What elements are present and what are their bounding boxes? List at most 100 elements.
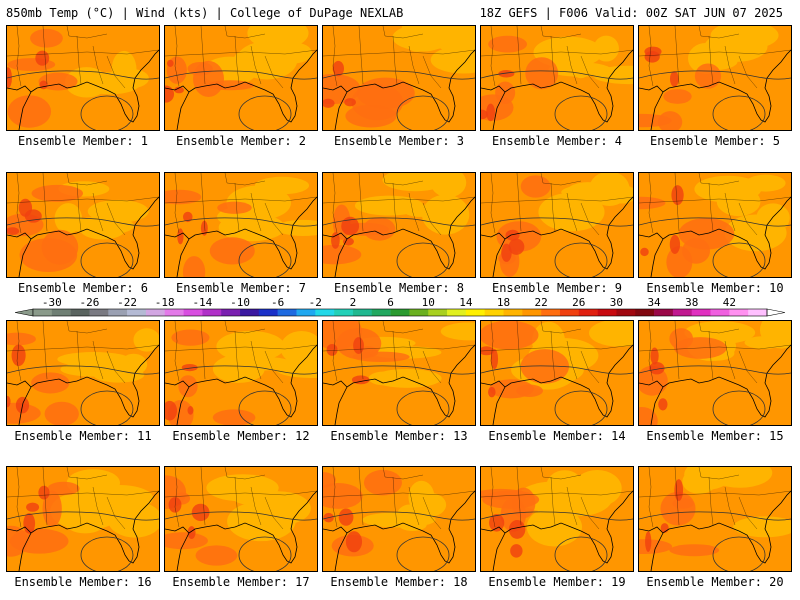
temp-contour-blob bbox=[345, 531, 363, 553]
colorbar-segment bbox=[409, 309, 429, 316]
temp-contour-blob bbox=[193, 60, 225, 97]
colorbar-segment bbox=[296, 309, 316, 316]
temp-contour-blob bbox=[240, 501, 288, 514]
coastline bbox=[323, 490, 475, 564]
colorbar-tick-label: 2 bbox=[349, 296, 357, 309]
temperature-map bbox=[639, 26, 791, 130]
ensemble-member-map bbox=[480, 25, 634, 131]
colorbar-tick-label: 42 bbox=[722, 296, 736, 309]
state-border bbox=[540, 173, 582, 186]
temp-contour-blob bbox=[402, 33, 444, 52]
colorbar-tick-label: -10 bbox=[230, 296, 250, 309]
colorbar-tick-label: 10 bbox=[421, 296, 435, 309]
coastline bbox=[7, 490, 159, 564]
colorbar-segment bbox=[70, 309, 90, 316]
state-border bbox=[724, 486, 736, 526]
colorbar-segment bbox=[352, 309, 373, 316]
state-border bbox=[422, 496, 442, 530]
state-border bbox=[550, 35, 556, 85]
temp-contour-blob bbox=[218, 213, 285, 242]
coastline bbox=[18, 386, 32, 425]
temp-contour-blob bbox=[247, 26, 309, 50]
temp-contour-blob bbox=[200, 220, 208, 236]
colorbar-segment bbox=[127, 309, 147, 316]
temp-contour-blob bbox=[404, 204, 436, 217]
temp-contour-blob bbox=[212, 354, 265, 383]
height-contour bbox=[396, 536, 450, 571]
ensemble-member-map bbox=[638, 466, 792, 572]
colorbar-segment bbox=[258, 309, 278, 316]
coastline bbox=[650, 532, 664, 571]
ensemble-member-map bbox=[480, 466, 634, 572]
state-border bbox=[323, 490, 475, 498]
state-border bbox=[250, 486, 262, 526]
state-border bbox=[66, 321, 108, 334]
temp-contour-blob bbox=[362, 217, 396, 241]
temp-contour-blob bbox=[30, 28, 63, 48]
state-border bbox=[639, 196, 791, 204]
colorbar-tick-label: 26 bbox=[572, 296, 586, 309]
height-contour bbox=[554, 536, 608, 571]
temperature-map bbox=[165, 321, 317, 425]
coastline bbox=[492, 238, 506, 277]
ensemble-member-map bbox=[638, 172, 792, 278]
temp-contour-blob bbox=[658, 398, 668, 411]
state-border bbox=[224, 467, 266, 480]
height-contour bbox=[639, 365, 791, 375]
coastline bbox=[7, 344, 159, 418]
state-border bbox=[332, 26, 338, 87]
temp-contour-blob bbox=[44, 401, 79, 425]
state-border bbox=[698, 467, 740, 480]
colorbar-segment bbox=[465, 309, 485, 316]
colorbar-tick-label: 14 bbox=[459, 296, 473, 309]
temp-contour-blob bbox=[7, 332, 36, 346]
colorbar-tick-label: -26 bbox=[79, 296, 100, 309]
coastline bbox=[18, 238, 32, 277]
ensemble-member-map bbox=[164, 172, 318, 278]
state-border bbox=[174, 321, 180, 382]
state-border bbox=[490, 467, 496, 528]
state-border bbox=[698, 26, 740, 39]
temperature-map bbox=[639, 173, 791, 277]
state-border bbox=[76, 330, 82, 380]
temp-contour-blob bbox=[498, 69, 515, 78]
ensemble-member-label: Ensemble Member: 9 bbox=[491, 281, 623, 295]
height-contour bbox=[481, 511, 633, 521]
state-border bbox=[392, 182, 398, 232]
state-border bbox=[250, 192, 262, 232]
state-border bbox=[42, 173, 48, 232]
temp-contour-blob bbox=[174, 86, 184, 94]
temp-contour-blob bbox=[57, 352, 131, 367]
state-border bbox=[7, 49, 159, 57]
colorbar-tick-label: -2 bbox=[308, 296, 322, 309]
height-contour bbox=[639, 70, 791, 80]
colorbar-tick-label: 38 bbox=[685, 296, 699, 309]
colorbar-tick-label: -14 bbox=[192, 296, 213, 309]
map-title: 850mb Temp (°C) | Wind (kts) | College o… bbox=[6, 6, 404, 20]
state-border bbox=[724, 340, 736, 380]
colorbar-segment bbox=[240, 309, 260, 316]
temp-contour-blob bbox=[181, 363, 198, 372]
state-border bbox=[42, 321, 48, 380]
state-border bbox=[92, 340, 104, 380]
state-border bbox=[234, 182, 240, 232]
temp-contour-blob bbox=[18, 198, 33, 217]
coastline bbox=[492, 91, 506, 130]
temp-contour-blob bbox=[422, 194, 470, 235]
height-contour bbox=[80, 536, 134, 571]
colorbar-segment bbox=[334, 309, 354, 316]
colorbar-segment bbox=[672, 309, 693, 316]
state-border bbox=[332, 467, 338, 528]
height-contour bbox=[165, 70, 317, 80]
colorbar-segment bbox=[729, 309, 749, 316]
temp-contour-blob bbox=[489, 379, 534, 399]
state-border bbox=[106, 350, 126, 384]
ensemble-member-label: Ensemble Member: 18 bbox=[330, 575, 468, 589]
state-border bbox=[392, 35, 398, 85]
coastline bbox=[176, 386, 190, 425]
temp-contour-blob bbox=[520, 175, 551, 198]
height-contour bbox=[712, 95, 766, 130]
temp-contour-blob bbox=[744, 336, 784, 350]
temp-contour-blob bbox=[353, 337, 364, 354]
ensemble-member-label: Ensemble Member: 5 bbox=[649, 134, 781, 148]
